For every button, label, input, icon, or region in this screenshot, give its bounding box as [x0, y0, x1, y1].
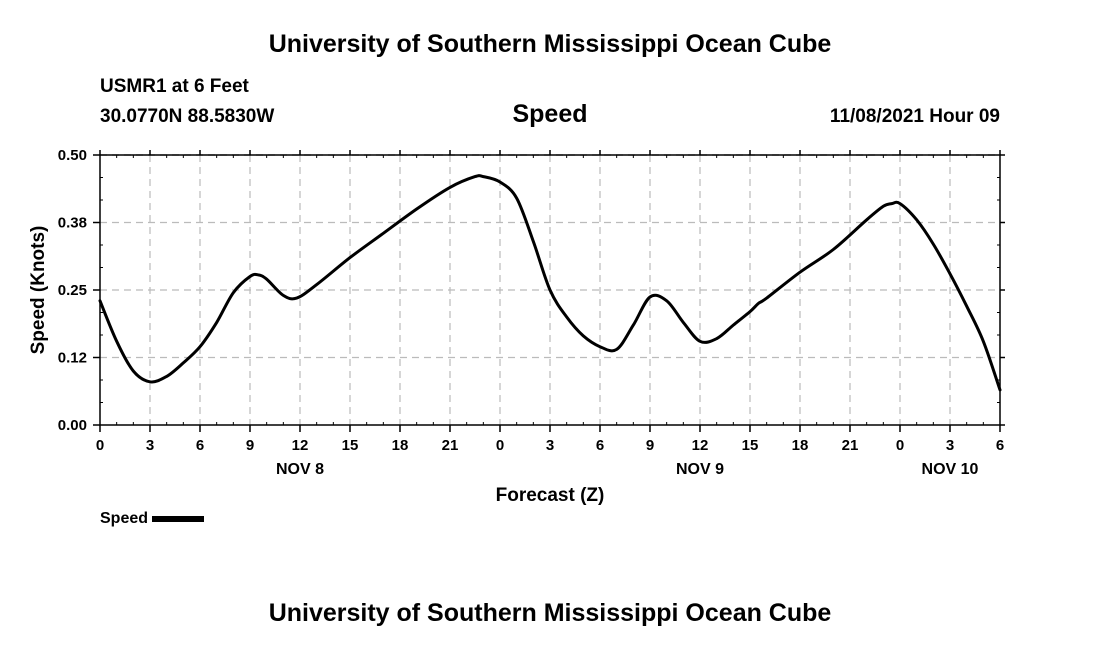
- forecast-datetime: 11/08/2021 Hour 09: [829, 106, 1000, 127]
- x-tick-label: 3: [146, 437, 154, 454]
- x-tick-label: 6: [996, 437, 1004, 454]
- series-line-speed: [98, 174, 1002, 392]
- x-tick-label: 21: [842, 437, 859, 454]
- y-tick-label: 0.25: [58, 282, 87, 299]
- y-tick-label: 0.00: [58, 417, 87, 434]
- station-label: USMR1 at 6 Feet: [100, 76, 249, 97]
- y-tick-label: 0.50: [58, 147, 87, 164]
- x-tick-label: 6: [596, 437, 604, 454]
- chart-legend: Speed: [100, 510, 205, 528]
- legend-swatch-speed: [152, 516, 205, 522]
- x-tick-label: 15: [342, 437, 359, 454]
- page-title: University of Southern Mississippi Ocean…: [268, 30, 832, 58]
- x-tick-label: 12: [292, 437, 309, 454]
- x-axis-label: Forecast (Z): [496, 485, 605, 506]
- date-label: NOV 8: [276, 461, 324, 478]
- x-tick-label: 18: [792, 437, 809, 454]
- y-axis-tick-labels: 0.00 0.12 0.25 0.38 0.50: [58, 147, 87, 434]
- x-tick-label: 18: [392, 437, 409, 454]
- coordinates-label: 30.0770N 88.5830W: [100, 106, 275, 127]
- date-labels: NOV 8 NOV 9 NOV 10: [276, 461, 979, 478]
- date-label: NOV 9: [676, 461, 724, 478]
- footer-title: University of Southern Mississippi Ocean…: [268, 599, 832, 627]
- legend-label-speed: Speed: [100, 510, 149, 527]
- y-tick-label: 0.38: [58, 215, 87, 232]
- y-axis-label: Speed (Knots): [28, 226, 49, 355]
- x-tick-label: 0: [896, 437, 904, 454]
- axis-ticks: [93, 150, 1005, 432]
- x-tick-label: 0: [496, 437, 504, 454]
- x-tick-label: 15: [742, 437, 759, 454]
- x-tick-label: 0: [96, 437, 104, 454]
- x-tick-label: 6: [196, 437, 204, 454]
- x-tick-label: 9: [246, 437, 254, 454]
- x-tick-label: 3: [946, 437, 954, 454]
- x-tick-label: 3: [546, 437, 554, 454]
- x-axis-tick-labels: 0 3 6 9 12 15 18 21 0 3 6 9 12 15 18 21 0 3 6: [96, 437, 1004, 454]
- chart-title: Speed: [512, 100, 588, 128]
- x-tick-label: 21: [442, 437, 459, 454]
- x-tick-label: 9: [646, 437, 654, 454]
- x-tick-label: 12: [692, 437, 709, 454]
- date-label: NOV 10: [922, 461, 979, 478]
- y-tick-label: 0.12: [58, 350, 87, 367]
